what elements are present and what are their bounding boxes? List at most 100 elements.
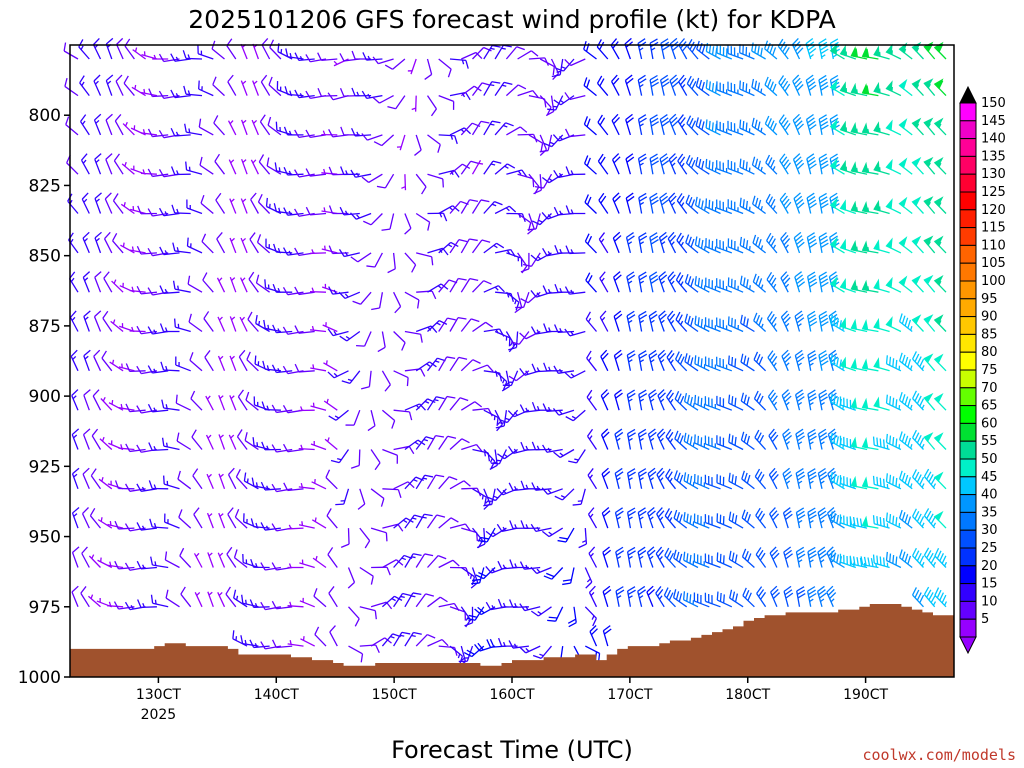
barb-staff: [694, 561, 710, 569]
wind-barb: [850, 279, 868, 293]
wind-barb: [90, 468, 102, 490]
wind-barb: [82, 428, 91, 450]
barb-half-flag: [219, 434, 224, 439]
barb-half-flag: [256, 442, 259, 447]
barb-half-flag: [423, 438, 429, 442]
wind-barb: [505, 291, 520, 311]
colorbar-swatch: [959, 209, 977, 229]
barb-staff: [807, 551, 812, 568]
barb-flag: [93, 74, 101, 82]
barb-flag: [756, 432, 762, 441]
wind-barb: [751, 117, 766, 136]
barb-half-flag: [91, 554, 95, 559]
wind-barb: [830, 354, 845, 372]
barb-staff: [570, 567, 575, 584]
barb-half-flag: [422, 516, 427, 519]
barb-staff: [807, 512, 812, 529]
barb-half-flag: [277, 328, 281, 333]
barb-flag: [690, 199, 696, 208]
barb-staff: [332, 330, 349, 337]
barb-half-flag: [886, 483, 889, 489]
wind-barb: [766, 232, 778, 254]
barb-flag: [930, 476, 936, 485]
barb-staff: [686, 83, 699, 97]
barb-staff: [695, 244, 710, 254]
barb-staff: [129, 527, 146, 532]
barb-staff: [198, 126, 214, 136]
barb-pennant: [911, 235, 922, 246]
barb-flag: [807, 81, 816, 88]
wind-barb: [427, 596, 448, 608]
wind-barb: [923, 78, 936, 97]
barb-flag: [94, 153, 102, 160]
colorbar-label: 145: [981, 114, 1006, 129]
barb-pennant: [933, 156, 944, 168]
barb-flag: [829, 192, 838, 199]
wind-barb: [716, 591, 733, 608]
barb-staff: [310, 329, 327, 333]
wind-barb: [260, 641, 282, 650]
barb-flag: [275, 121, 278, 131]
colorbar-swatch: [959, 369, 977, 389]
barb-flag: [627, 546, 636, 553]
barb-flag: [676, 232, 682, 241]
barb-staff: [817, 512, 823, 529]
barb-flag: [669, 195, 677, 203]
barb-staff: [674, 398, 688, 411]
barb-half-flag: [536, 445, 540, 450]
barb-staff: [655, 553, 665, 568]
barb-flag: [819, 435, 828, 442]
barb-flag: [357, 503, 366, 510]
barb-flag: [234, 509, 240, 518]
wind-barb: [839, 475, 857, 490]
wind-barb: [136, 365, 158, 375]
barb-flag: [885, 512, 888, 522]
barb-staff: [667, 238, 677, 254]
barb-flag: [836, 514, 839, 524]
wind-barb: [545, 95, 555, 117]
wind-barb: [172, 242, 191, 254]
barb-flag: [603, 549, 612, 557]
barb-flag: [655, 586, 662, 594]
barb-staff: [674, 478, 688, 490]
barb-flag: [919, 555, 925, 564]
wind-barb: [637, 468, 647, 489]
barb-flag: [452, 101, 455, 110]
wind-barb: [356, 331, 372, 347]
wind-barb: [205, 434, 214, 450]
barb-staff: [410, 58, 417, 75]
barb-half-flag: [879, 167, 881, 172]
barb-half-flag: [218, 316, 223, 321]
barb-flag: [638, 271, 647, 278]
barb-half-flag: [639, 359, 645, 363]
barb-half-flag: [773, 323, 777, 328]
barb-half-flag: [927, 162, 931, 167]
barb-staff: [98, 478, 113, 490]
wind-barb: [98, 476, 113, 490]
barb-staff: [597, 82, 609, 97]
barb-flag: [797, 553, 806, 560]
wind-barb: [190, 390, 203, 411]
barb-staff: [244, 480, 259, 490]
wind-barb: [705, 119, 721, 136]
wind-barb: [118, 444, 135, 451]
barb-staff: [716, 443, 733, 451]
colorbar-label: 30: [981, 523, 998, 538]
barb-flag: [649, 353, 658, 360]
wind-barb: [885, 43, 902, 60]
wind-barb: [261, 441, 281, 451]
barb-flag: [521, 169, 528, 178]
barb-staff: [129, 370, 146, 373]
barb-staff: [152, 409, 169, 413]
barb-half-flag: [424, 400, 430, 404]
barb-flag: [669, 274, 676, 282]
barb-staff: [796, 590, 801, 607]
barb-flag: [796, 392, 804, 399]
barb-staff: [767, 396, 778, 411]
wind-barb: [327, 370, 349, 379]
barb-staff: [357, 252, 372, 263]
wind-barb: [872, 515, 890, 529]
barb-flag: [534, 186, 544, 189]
barb-flag: [658, 310, 666, 317]
barb-flag: [659, 192, 668, 199]
